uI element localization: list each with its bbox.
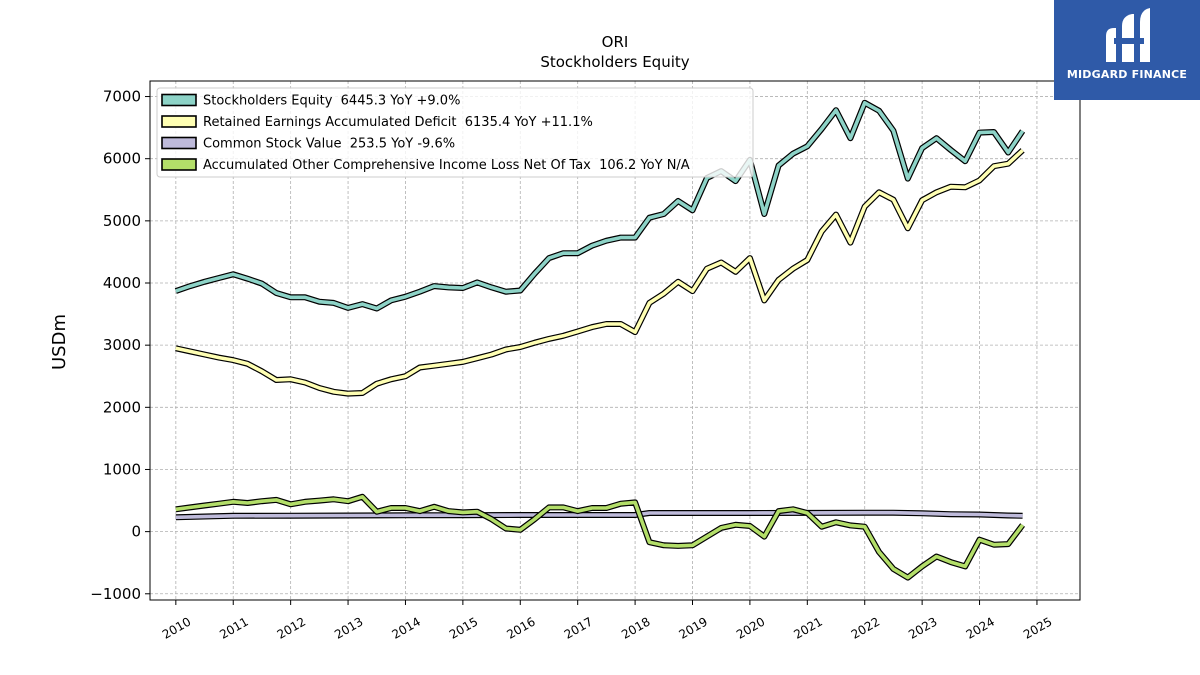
- x-tick-label: 2013: [332, 614, 365, 641]
- brand-logo: MIDGARD FINANCE: [1054, 0, 1200, 100]
- x-tick-label: 2024: [964, 614, 997, 641]
- legend-swatch: [161, 158, 197, 171]
- legend-swatch: [161, 93, 197, 107]
- x-tick-label: 2015: [447, 614, 480, 641]
- y-tick-label: 5000: [103, 212, 141, 230]
- series-2-line: [175, 510, 1023, 520]
- x-tick-label: 2018: [619, 614, 652, 641]
- x-tick-label: 2021: [791, 614, 824, 641]
- legend-box: [156, 87, 754, 178]
- x-tick-label: 2016: [504, 614, 537, 641]
- legend-swatch: [161, 115, 197, 128]
- x-tick-label: 2012: [275, 614, 308, 641]
- legend-label: Common Stock Value 253.5 YoY -9.6%: [203, 137, 455, 152]
- y-tick-label: 7000: [103, 88, 141, 106]
- y-tick-label: −1000: [90, 585, 141, 603]
- y-axis-label: USDm: [49, 314, 70, 370]
- y-tick-label: 6000: [103, 150, 141, 168]
- series-1-outline: [175, 148, 1025, 397]
- y-tick-label: 0: [131, 523, 141, 541]
- plot-frame: [149, 80, 1081, 601]
- x-tick-label: 2023: [906, 614, 939, 641]
- y-tick-label: 4000: [103, 274, 141, 292]
- y-tick-label: 3000: [103, 336, 141, 354]
- series-layer: [174, 99, 1026, 581]
- x-tick-label: 2011: [217, 614, 250, 641]
- x-tick-label: 2022: [849, 614, 882, 641]
- x-tick-label: 2017: [562, 614, 595, 641]
- legend-swatch: [161, 136, 197, 150]
- logo-mark-icon: [1106, 8, 1150, 62]
- chart-title: ORI: [601, 33, 629, 51]
- y-tick-label: 1000: [103, 460, 141, 478]
- x-tick-label: 2014: [390, 614, 423, 641]
- x-tick-label: 2025: [1021, 614, 1054, 641]
- chart-subtitle: Stockholders Equity: [540, 53, 690, 71]
- legend-label: Retained Earnings Accumulated Deficit 61…: [203, 115, 593, 130]
- legend-label: Stockholders Equity 6445.3 YoY +9.0%: [203, 94, 460, 109]
- legend-label: Accumulated Other Comprehensive Income L…: [203, 158, 690, 173]
- x-tick-label: 2019: [677, 614, 710, 641]
- x-tick-label: 2010: [160, 614, 193, 641]
- y-tick-label: 2000: [103, 398, 141, 416]
- legend: Stockholders Equity 6445.3 YoY +9.0% Reta…: [156, 87, 754, 178]
- logo-text: MIDGARD FINANCE: [1066, 68, 1188, 81]
- series-1-line: [175, 148, 1024, 396]
- x-tick-label: 2020: [734, 614, 767, 641]
- series-3-line: [175, 495, 1025, 580]
- series-0-line: [175, 101, 1025, 311]
